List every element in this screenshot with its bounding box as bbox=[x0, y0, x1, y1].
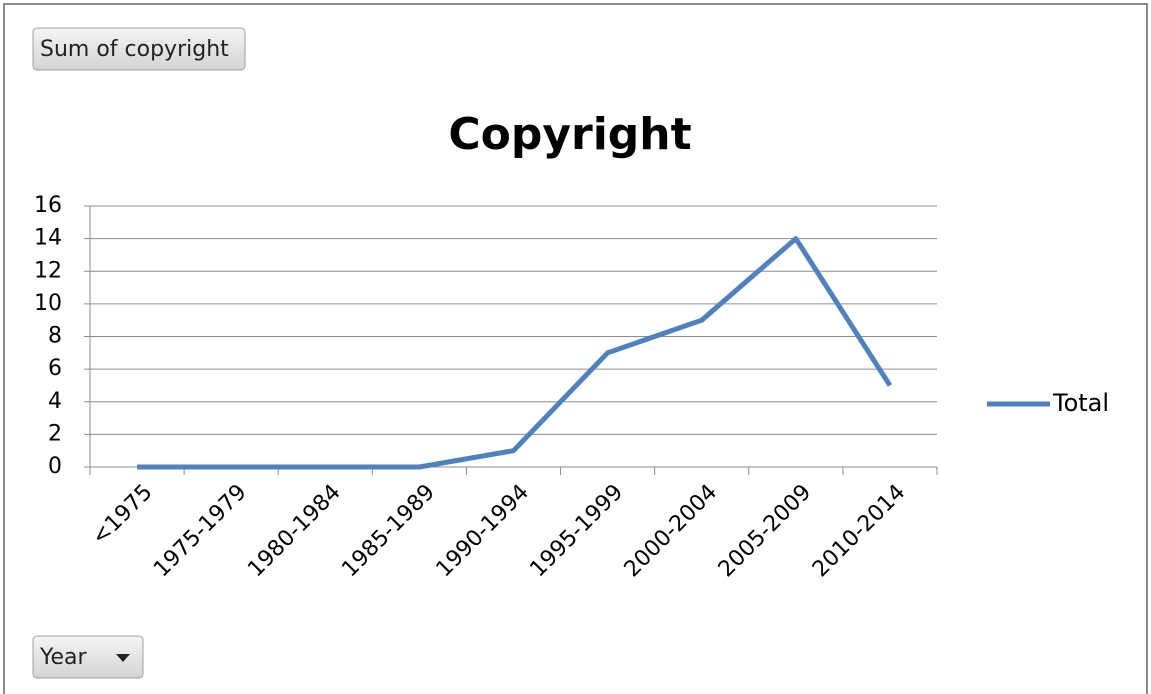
chart-title: Copyright bbox=[448, 109, 691, 160]
x-tick-label: <1975 bbox=[87, 480, 157, 550]
value-field-button[interactable]: Sum of copyright bbox=[32, 27, 246, 71]
y-tick-label: 14 bbox=[34, 226, 62, 251]
button-label[interactable]: Year bbox=[39, 645, 88, 670]
x-tick-label: 1975-1979 bbox=[149, 480, 251, 582]
axis-field-button[interactable]: Year bbox=[32, 635, 144, 679]
y-tick-label: 6 bbox=[48, 356, 62, 381]
x-tick-label: 2000-2004 bbox=[620, 480, 722, 582]
x-tick-label: 1990-1994 bbox=[432, 480, 534, 582]
dropdown-arrow[interactable] bbox=[116, 654, 130, 662]
button-label[interactable]: Sum of copyright bbox=[40, 37, 229, 62]
y-tick-label: 16 bbox=[34, 193, 62, 218]
x-tick-label: 1985-1989 bbox=[337, 480, 439, 582]
x-tick-label: 1980-1984 bbox=[243, 480, 345, 582]
y-tick-label: 2 bbox=[48, 421, 62, 446]
x-tick-label: 1995-1999 bbox=[526, 480, 628, 582]
x-tick-label: 2010-2014 bbox=[808, 480, 910, 582]
frame bbox=[3, 3, 1148, 694]
x-tick-label: 2005-2009 bbox=[714, 480, 816, 582]
y-tick-label: 8 bbox=[48, 324, 62, 349]
button-box[interactable] bbox=[32, 27, 246, 71]
y-tick-label: 0 bbox=[48, 454, 62, 479]
button-box[interactable] bbox=[32, 635, 144, 679]
legend-label: Total bbox=[1052, 389, 1109, 417]
y-tick-label: 4 bbox=[48, 389, 62, 414]
y-tick-label: 10 bbox=[34, 291, 62, 316]
line-series bbox=[137, 236, 893, 470]
y-tick-label: 12 bbox=[34, 258, 62, 283]
